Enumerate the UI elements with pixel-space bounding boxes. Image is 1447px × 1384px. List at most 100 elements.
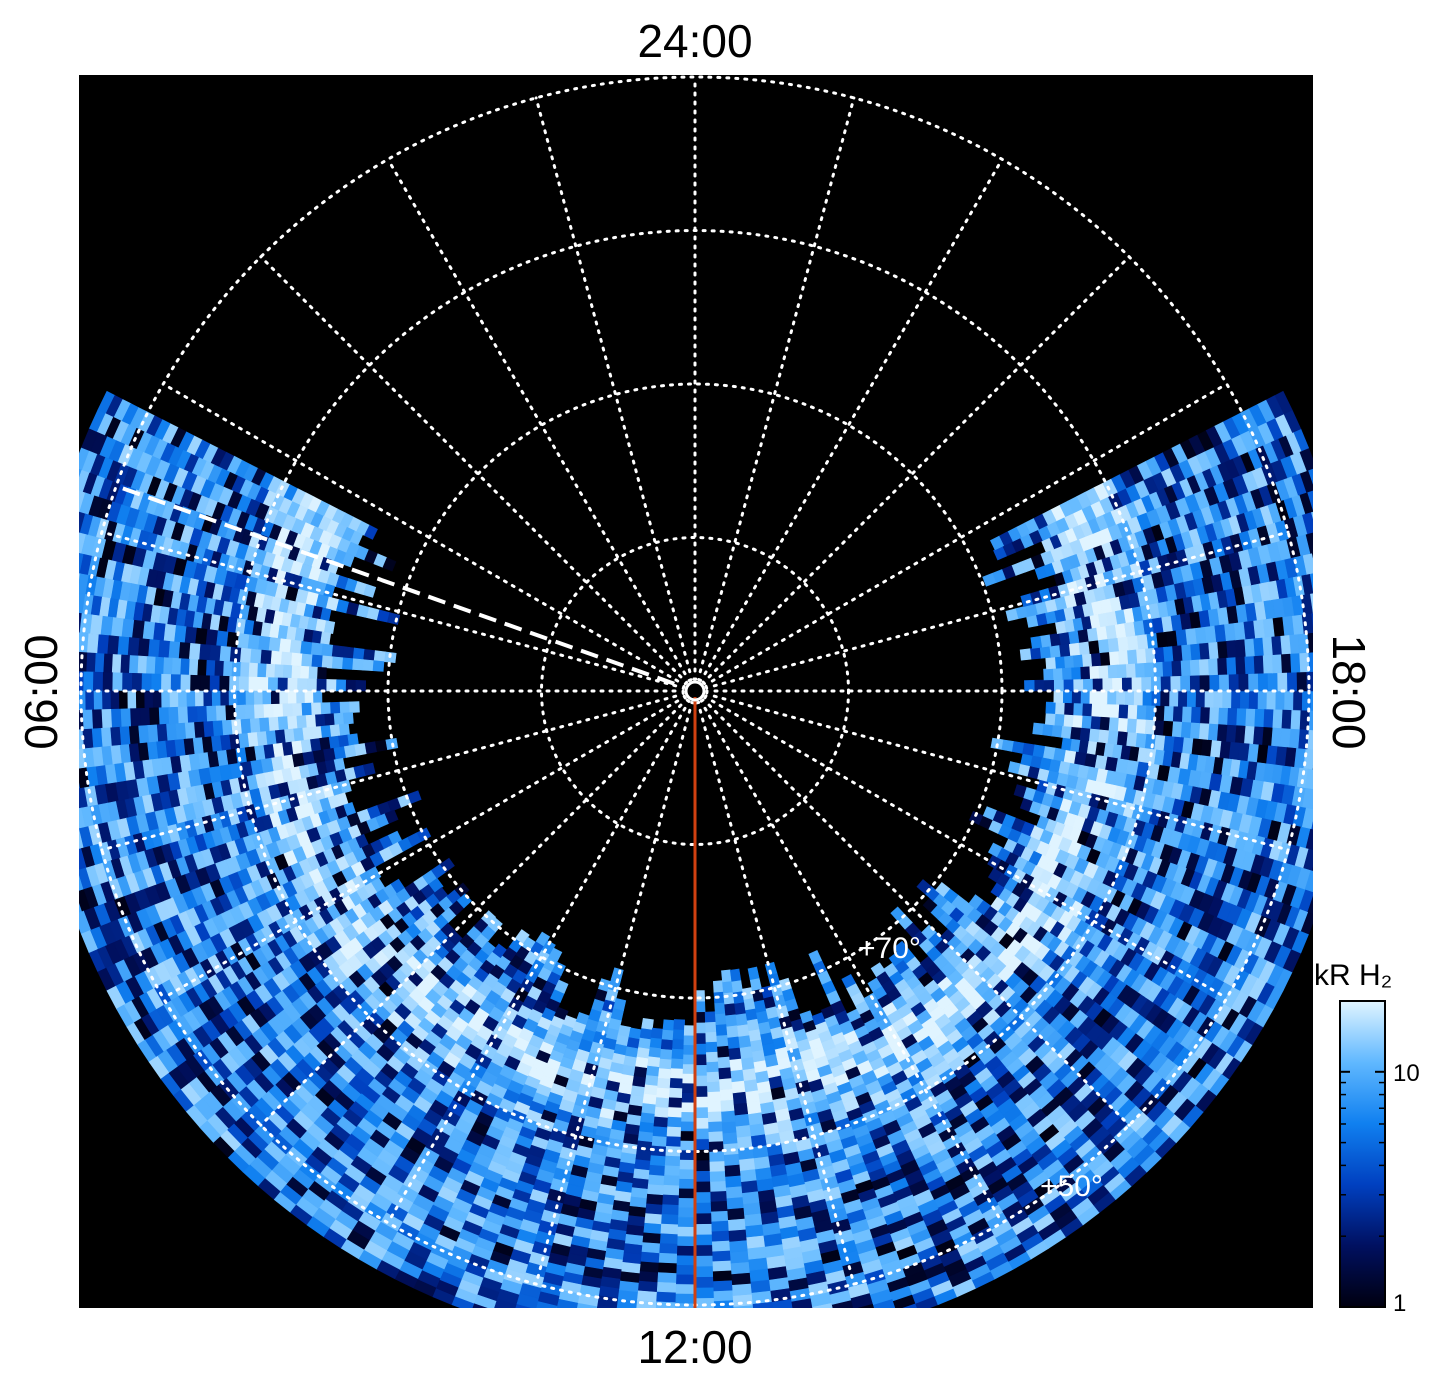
heatmap-cell: [1330, 813, 1344, 835]
heatmap-cell: [708, 1130, 724, 1142]
heatmap-cell: [56, 853, 70, 875]
heatmap-cell: [714, 1001, 726, 1015]
heatmap-cell: [709, 1170, 727, 1182]
heatmap-cell: [1321, 611, 1333, 632]
heatmap-cell: [1090, 715, 1101, 730]
heatmap-cell: [774, 1310, 795, 1324]
heatmap-cell: [91, 727, 104, 749]
heatmap-cell: [138, 725, 150, 744]
heatmap-cell: [1099, 716, 1110, 731]
heatmap-cell: [364, 524, 378, 540]
heatmap-cell: [238, 676, 250, 692]
heatmap-cell: [384, 809, 399, 824]
heatmap-cell: [1136, 633, 1149, 650]
heatmap-cell: [694, 1191, 712, 1203]
heatmap-cell: [1005, 608, 1019, 622]
heatmap-cell: [1117, 703, 1129, 719]
heatmap-cell: [656, 1281, 677, 1293]
heatmap-cell: [270, 650, 283, 666]
heatmap-cell: [270, 690, 281, 705]
heatmap-cell: [211, 690, 222, 707]
heatmap-cell: [175, 722, 187, 741]
heatmap-cell: [1207, 722, 1219, 741]
heatmap-cell: [1097, 728, 1110, 744]
heatmap-cell: [197, 659, 208, 676]
heatmap-cell: [719, 1088, 734, 1101]
heatmap-cell: [355, 679, 367, 692]
heatmap-cell: [1244, 707, 1256, 727]
heatmap-cell: [1247, 672, 1259, 692]
heatmap-cell: [650, 1027, 664, 1039]
heatmap-cell: [158, 640, 171, 659]
heatmap-cell: [65, 750, 76, 771]
heatmap-cell: [729, 1057, 744, 1072]
heatmap-cell: [678, 1197, 696, 1208]
heatmap-cell: [694, 1297, 715, 1308]
heatmap-cell: [1106, 690, 1117, 705]
heatmap-cell: [711, 1230, 730, 1242]
heatmap-cell: [277, 677, 289, 692]
heatmap-cell: [659, 1242, 678, 1254]
heatmap-cell: [291, 665, 302, 679]
heatmap-cell: [640, 1251, 660, 1263]
heatmap-cell: [744, 1212, 763, 1227]
heatmap-cell: [711, 1240, 731, 1252]
heatmap-cell: [1061, 667, 1072, 680]
heatmap-cell: [491, 1309, 514, 1325]
heatmap-cell: [291, 652, 303, 667]
heatmap-cell: [1069, 726, 1082, 740]
heatmap-cell: [694, 1202, 712, 1214]
heatmap-cell: [61, 487, 76, 510]
heatmap-cell: [51, 527, 66, 549]
heatmap-cell: [1333, 793, 1347, 815]
heatmap-cell: [718, 1066, 732, 1080]
heatmap-cell: [79, 777, 81, 789]
heatmap-cell: [481, 910, 497, 926]
heatmap-cell: [1274, 690, 1285, 710]
heatmap-cell: [1340, 608, 1352, 630]
heatmap-cell: [705, 1031, 718, 1043]
heatmap-cell: [1243, 725, 1255, 745]
heatmap-cell: [1117, 649, 1129, 665]
heatmap-cell: [554, 1006, 569, 1021]
heatmap-cell: [1198, 642, 1210, 660]
heatmap-cell: [373, 650, 387, 663]
heatmap-cell: [1234, 656, 1246, 675]
heatmap-cell: [634, 1158, 651, 1171]
lt-label-bottom: 12:00: [637, 1321, 752, 1373]
heatmap-cell: [163, 623, 177, 643]
heatmap-cell: [664, 1155, 681, 1167]
heatmap-cell: [1315, 529, 1329, 551]
heatmap-cell: [595, 1314, 616, 1326]
heatmap-cell: [144, 690, 154, 709]
heatmap-cell: [153, 622, 167, 642]
heatmap-cell: [638, 1037, 652, 1049]
heatmap-cell: [694, 1064, 708, 1076]
heatmap-cell: [64, 810, 77, 831]
heatmap-cell: [161, 673, 172, 692]
heatmap-cell: [662, 1184, 680, 1196]
heatmap-cell: [812, 1307, 814, 1308]
heatmap-cell: [1237, 673, 1249, 692]
heatmap-cell: [146, 656, 157, 675]
heatmap-cell: [667, 1116, 682, 1128]
heatmap-cell: [694, 1244, 714, 1256]
heatmap-cell: [679, 1168, 696, 1180]
heatmap-cell: [1107, 664, 1118, 679]
heatmap-cell: [817, 1324, 839, 1339]
heatmap-cell: [653, 1115, 669, 1128]
heatmap-cell: [1116, 663, 1127, 679]
heatmap-cell: [676, 1245, 696, 1256]
heatmap-cell: [1330, 772, 1341, 793]
heatmap-cell: [683, 1025, 696, 1036]
heatmap-cell: [287, 715, 299, 730]
heatmap-cell: [1088, 690, 1099, 705]
heatmap-cell: [152, 690, 163, 709]
heatmap-cell: [1108, 650, 1120, 666]
heatmap-cell: [647, 1183, 665, 1196]
heatmap-cell: [694, 1127, 710, 1140]
heatmap-cell: [321, 655, 334, 669]
heatmap-cell: [1270, 635, 1282, 656]
heatmap-cell: [1311, 552, 1313, 562]
heatmap-cell: [678, 1187, 696, 1199]
